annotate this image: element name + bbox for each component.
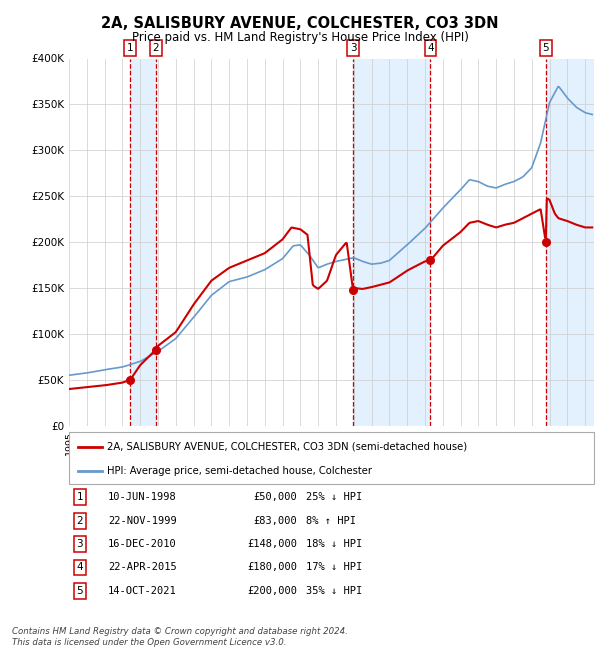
Text: 2: 2 <box>153 43 160 53</box>
Text: £50,000: £50,000 <box>253 492 297 502</box>
Bar <box>546 58 594 426</box>
Text: 2A, SALISBURY AVENUE, COLCHESTER, CO3 3DN (semi-detached house): 2A, SALISBURY AVENUE, COLCHESTER, CO3 3D… <box>107 442 467 452</box>
Text: 35% ↓ HPI: 35% ↓ HPI <box>306 586 362 596</box>
Text: 18% ↓ HPI: 18% ↓ HPI <box>306 539 362 549</box>
Text: 16-DEC-2010: 16-DEC-2010 <box>108 539 177 549</box>
Text: 14-OCT-2021: 14-OCT-2021 <box>108 586 177 596</box>
Text: 10-JUN-1998: 10-JUN-1998 <box>108 492 177 502</box>
Text: 5: 5 <box>76 586 83 596</box>
Text: Contains HM Land Registry data © Crown copyright and database right 2024.
This d: Contains HM Land Registry data © Crown c… <box>12 627 348 647</box>
Text: 3: 3 <box>76 539 83 549</box>
Text: 8% ↑ HPI: 8% ↑ HPI <box>306 515 356 526</box>
Text: £83,000: £83,000 <box>253 515 297 526</box>
Text: 22-APR-2015: 22-APR-2015 <box>108 562 177 573</box>
Text: 1: 1 <box>76 492 83 502</box>
Text: Price paid vs. HM Land Registry's House Price Index (HPI): Price paid vs. HM Land Registry's House … <box>131 31 469 44</box>
Text: 2: 2 <box>76 515 83 526</box>
Bar <box>130 58 156 426</box>
Text: 1: 1 <box>127 43 134 53</box>
Text: 2A, SALISBURY AVENUE, COLCHESTER, CO3 3DN: 2A, SALISBURY AVENUE, COLCHESTER, CO3 3D… <box>101 16 499 31</box>
Text: 22-NOV-1999: 22-NOV-1999 <box>108 515 177 526</box>
Text: £180,000: £180,000 <box>247 562 297 573</box>
Text: 17% ↓ HPI: 17% ↓ HPI <box>306 562 362 573</box>
Text: HPI: Average price, semi-detached house, Colchester: HPI: Average price, semi-detached house,… <box>107 466 372 476</box>
Text: 5: 5 <box>542 43 549 53</box>
Text: 25% ↓ HPI: 25% ↓ HPI <box>306 492 362 502</box>
Text: 4: 4 <box>76 562 83 573</box>
Bar <box>353 58 430 426</box>
Text: £148,000: £148,000 <box>247 539 297 549</box>
Text: £200,000: £200,000 <box>247 586 297 596</box>
Text: 4: 4 <box>427 43 434 53</box>
Text: 3: 3 <box>350 43 356 53</box>
